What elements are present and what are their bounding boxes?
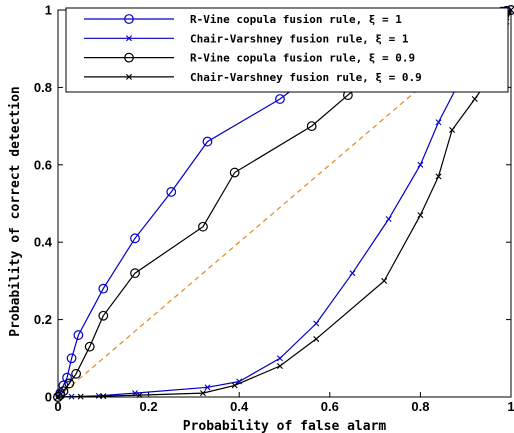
x-tick-label: 0.8 [411, 399, 429, 414]
y-tick-label: 0.8 [34, 80, 52, 95]
legend-entry-1: R-Vine copula fusion rule, ξ = 1 [84, 13, 402, 26]
series-1-point [275, 94, 285, 104]
legend-entry-3: R-Vine copula fusion rule, ξ = 0.9 [84, 52, 415, 65]
series-3-point [306, 121, 317, 131]
series-4-point [471, 96, 478, 102]
series-3-point [84, 341, 95, 352]
series-3-point [71, 368, 82, 379]
y-tick-label: 0.2 [34, 312, 52, 327]
series-4-point [276, 363, 283, 370]
y-axis-label: Probability of correct detection [8, 86, 23, 336]
series-1-point [202, 136, 213, 147]
y-tick-label: 1 [45, 3, 52, 18]
x-tick-label: 0 [54, 399, 61, 414]
legend-label: Chair-Varshney fusion rule, ξ = 0.9 [190, 71, 422, 84]
series-2-point [313, 320, 320, 327]
series-2-point [417, 161, 424, 168]
series-2-point [276, 355, 283, 362]
series-4-point [100, 393, 107, 400]
series-1-point [66, 353, 77, 364]
series-2-point [204, 384, 211, 391]
legend-marker [126, 35, 132, 42]
series-3-point [98, 310, 109, 321]
series-3-point [58, 386, 69, 397]
series-1-point [62, 372, 72, 383]
series-3-point [198, 221, 208, 232]
legend-label: R-Vine copula fusion rule, ξ = 0.9 [190, 52, 415, 65]
legend-marker [124, 14, 134, 24]
series-1-point [98, 283, 109, 294]
series-4-point [381, 277, 388, 284]
legend-entry-4: Chair-Varshney fusion rule, ξ = 0.9 [84, 71, 422, 84]
series-3-point [130, 268, 140, 279]
series-1-point [73, 330, 84, 340]
x-axis-label: Probability of false alarm [183, 419, 387, 433]
y-tick-label: 0 [45, 390, 52, 405]
series-4-point [231, 382, 238, 389]
series-4-point [417, 212, 424, 219]
legend-marker [126, 73, 132, 80]
x-tick-label: 0.6 [321, 399, 339, 414]
series-2-point [435, 119, 442, 126]
series-4-point [435, 173, 442, 180]
series-3-point [229, 167, 240, 178]
x-tick-label: 1 [507, 399, 514, 414]
series-4-point [313, 335, 320, 342]
x-tick-label: 0.2 [140, 399, 158, 414]
series-2-point [385, 215, 392, 222]
legend-label: Chair-Varshney fusion rule, ξ = 1 [190, 32, 409, 45]
legend-marker [124, 52, 134, 63]
y-tick-label: 0.6 [34, 157, 52, 172]
series-1-point [166, 186, 177, 197]
series-3-point [64, 378, 75, 389]
legend-box [65, 7, 509, 93]
series-1-point [130, 233, 140, 244]
y-tick-label: 0.4 [34, 235, 53, 250]
legend-entry-2: Chair-Varshney fusion rule, ξ = 1 [84, 32, 409, 45]
series-2-point [349, 270, 356, 277]
legend: R-Vine copula fusion rule, ξ = 1 Chair-Va… [65, 7, 509, 93]
series-4-point [199, 390, 206, 397]
legend-label: R-Vine copula fusion rule, ξ = 1 [190, 13, 402, 26]
x-tick-label: 0.4 [230, 399, 249, 414]
series-4-point [449, 126, 456, 133]
